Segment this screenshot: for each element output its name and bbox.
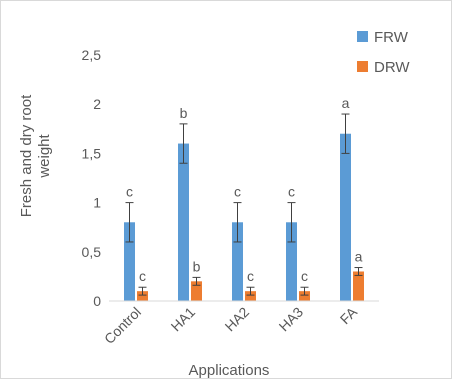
significance-letter-frw: c <box>234 184 241 200</box>
y-tick-label: 0,5 <box>82 244 102 260</box>
legend-swatch-drw <box>357 61 368 72</box>
x-tick-label: Control <box>101 304 144 347</box>
significance-letter-frw: c <box>288 184 295 200</box>
bar-frw <box>340 133 351 301</box>
x-tick-label: FA <box>337 303 361 327</box>
x-tick-label: HA3 <box>276 304 307 335</box>
significance-letter-frw: c <box>126 184 133 200</box>
bar-drw <box>191 281 202 301</box>
bar-frw <box>232 222 243 301</box>
y-tick-label: 2 <box>93 96 101 112</box>
legend-label-drw: DRW <box>374 59 410 76</box>
y-axis-title-line2: weight <box>36 133 53 178</box>
x-tick-label: HA1 <box>168 304 199 335</box>
bar-drw <box>353 271 364 301</box>
legend-swatch-frw <box>357 31 368 42</box>
significance-letter-drw: c <box>139 268 146 284</box>
bar-drw <box>299 291 310 301</box>
y-tick-label: 0 <box>93 293 101 309</box>
bar-frw <box>286 222 297 301</box>
plot-area: c c b b c c c c a a <box>124 95 364 301</box>
significance-letter-drw: b <box>193 258 201 274</box>
bar-drw <box>137 291 148 301</box>
significance-letter-frw: b <box>180 105 188 121</box>
significance-letter-drw: c <box>247 268 254 284</box>
y-axis-title: Fresh and dry root weight <box>18 94 53 217</box>
x-axis-ticks: Control HA1 HA2 HA3 FA <box>101 303 361 347</box>
x-axis-title: Applications <box>189 362 270 379</box>
legend-label-frw: FRW <box>374 29 409 46</box>
y-axis-title-line1: Fresh and dry root <box>18 94 35 217</box>
y-tick-label: 1 <box>93 195 101 211</box>
bar-frw <box>124 222 135 301</box>
x-tick-label: HA2 <box>222 304 253 335</box>
y-axis-ticks: 0 0,5 1 1,5 2 2,5 <box>82 47 102 309</box>
legend: FRW DRW <box>357 29 410 76</box>
significance-letter-drw: c <box>301 268 308 284</box>
bar-drw <box>245 291 256 301</box>
y-tick-label: 1,5 <box>82 145 102 161</box>
bar-frw <box>178 143 189 301</box>
y-tick-label: 2,5 <box>82 47 102 63</box>
significance-letter-drw: a <box>355 249 363 265</box>
significance-letter-frw: a <box>342 95 350 111</box>
